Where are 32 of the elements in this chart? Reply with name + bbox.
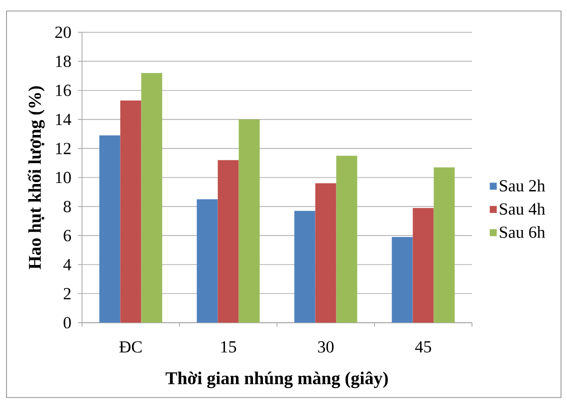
bar xyxy=(315,183,336,323)
y-tick-label: 4 xyxy=(63,259,72,270)
bar xyxy=(392,237,413,323)
bar xyxy=(196,199,218,323)
bar xyxy=(141,72,162,323)
x-tick-label: 45 xyxy=(415,341,432,353)
bar xyxy=(336,156,358,323)
bar xyxy=(238,119,260,323)
x-tick-label: ĐC xyxy=(119,341,142,353)
legend-label: Sau 2h xyxy=(500,180,546,192)
bar xyxy=(99,135,120,323)
legend-label: Sau 4h xyxy=(500,202,546,215)
y-tick-label: 12 xyxy=(56,142,71,154)
y-tick-label: 2 xyxy=(64,288,71,300)
x-tick-label: 30 xyxy=(318,341,334,353)
bar xyxy=(120,100,142,323)
x-tick-label: 15 xyxy=(221,341,236,353)
y-tick-label: 10 xyxy=(56,172,71,184)
y-tick-label: 0 xyxy=(64,316,71,328)
y-axis-title: Hao hụt khối lượng (%) xyxy=(28,86,45,270)
y-tick-label: 20 xyxy=(55,26,71,38)
y-tick-label: 16 xyxy=(56,84,71,96)
bar xyxy=(412,208,434,323)
y-tick-label: 14 xyxy=(56,114,72,126)
x-axis-title: Thời gian nhúng màng (giây) xyxy=(166,371,388,388)
bar xyxy=(434,167,455,323)
bar xyxy=(294,210,316,323)
y-tick-label: 6 xyxy=(64,230,71,242)
bar xyxy=(218,160,239,323)
legend-label: Sau 6h xyxy=(500,226,546,238)
y-tick-label: 18 xyxy=(56,56,71,68)
y-tick-label: 8 xyxy=(64,200,71,212)
